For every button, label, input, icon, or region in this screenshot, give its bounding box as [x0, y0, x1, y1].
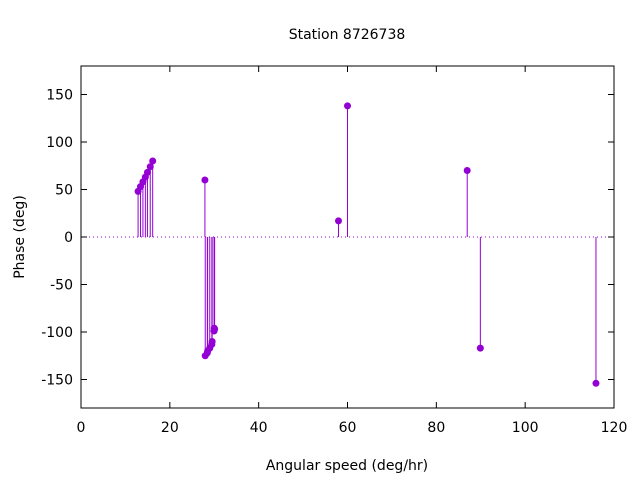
data-point	[146, 163, 154, 171]
y-tick-label: -50	[50, 278, 73, 294]
x-axis-label: Angular speed (deg/hr)	[266, 458, 428, 474]
data-point	[143, 168, 151, 176]
x-axis-ticks: 0 20 40 60 80 100 120	[77, 66, 628, 436]
x-tick-label: 80	[427, 420, 445, 436]
y-tick-label: -100	[41, 325, 73, 341]
x-tick-label: 60	[339, 420, 357, 436]
x-tick-label: 20	[161, 420, 179, 436]
x-tick-label: 100	[512, 420, 539, 436]
x-tick-label: 0	[77, 420, 86, 436]
x-tick-label: 40	[250, 420, 268, 436]
chart-title: Station 8726738	[289, 27, 406, 43]
y-tick-label: 100	[46, 135, 73, 151]
data-series	[134, 102, 600, 387]
data-point	[149, 157, 157, 165]
data-point	[463, 167, 471, 174]
x-tick-label: 120	[601, 420, 628, 436]
y-axis-label: Phase (deg)	[12, 195, 28, 279]
data-point	[208, 338, 216, 345]
y-tick-label: -150	[41, 373, 73, 389]
data-point	[344, 102, 351, 110]
y-tick-label: 50	[55, 183, 73, 199]
data-point	[334, 217, 342, 225]
y-tick-label: 0	[64, 230, 73, 246]
data-point	[211, 325, 219, 333]
data-point	[592, 379, 600, 387]
y-tick-label: 150	[46, 88, 73, 104]
data-point	[476, 344, 484, 352]
data-point	[201, 176, 209, 184]
y-axis-ticks: -150 -100 -50 0 50 100 150	[41, 88, 614, 389]
